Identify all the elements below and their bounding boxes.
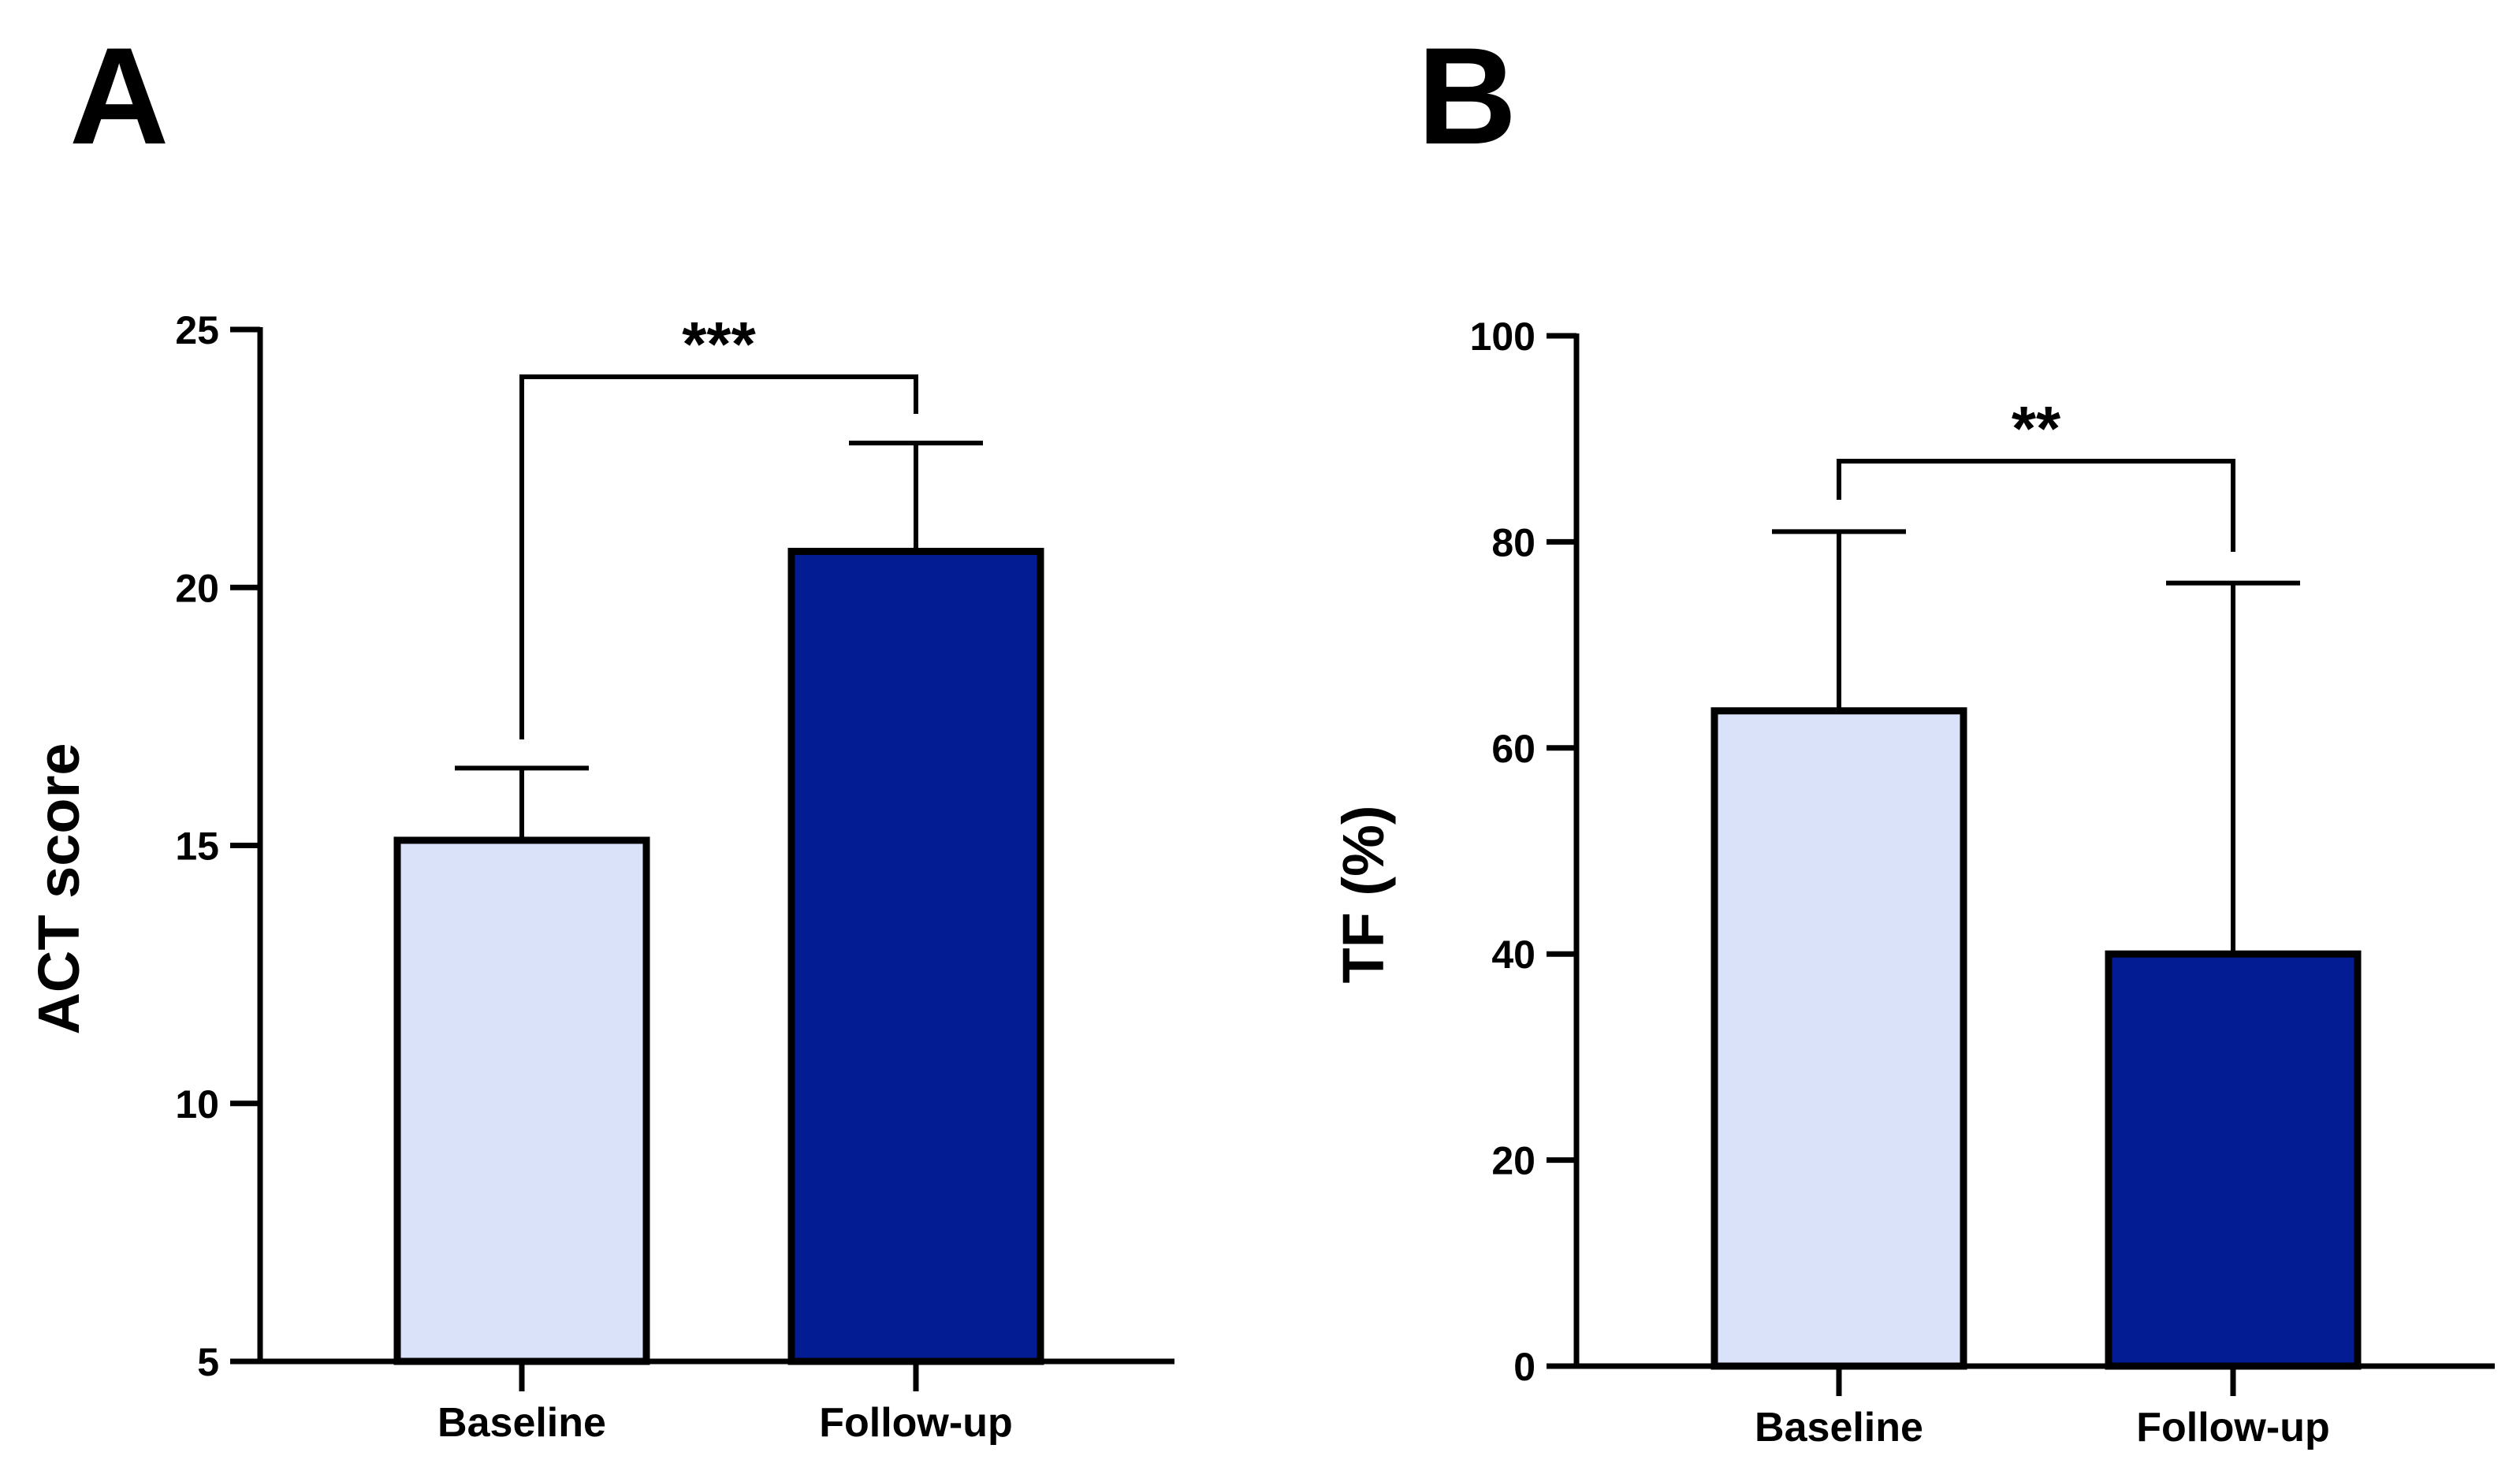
y-tick-label: 25 bbox=[175, 308, 219, 352]
significance-label: ** bbox=[2012, 393, 2061, 464]
bar-follow-up bbox=[2105, 950, 2362, 1370]
x-tick-label: Baseline bbox=[437, 1400, 606, 1446]
y-tick-label: 80 bbox=[1491, 520, 1535, 564]
y-tick-label: 40 bbox=[1491, 933, 1535, 977]
significance-bracket bbox=[519, 374, 918, 739]
y-axis-title: ACT score bbox=[26, 743, 91, 1034]
y-tick-label: 20 bbox=[1491, 1139, 1535, 1183]
y-tick-label: 15 bbox=[175, 825, 219, 869]
bar-baseline bbox=[1710, 707, 1967, 1370]
panel-letter: A bbox=[69, 20, 169, 173]
panel-letter: B bbox=[1417, 20, 1517, 173]
x-tick-label: Baseline bbox=[1755, 1405, 1923, 1450]
panel-a: A 5 10 15 20 25 Baseline Follow-up ACT score *** bbox=[26, 20, 1174, 1446]
y-tick-label: 0 bbox=[1513, 1345, 1535, 1389]
panel-b: B 0 20 40 60 80 100 Baseline Follow-up TF (%) ** bbox=[1331, 20, 2495, 1450]
y-tick-label: 10 bbox=[175, 1082, 219, 1126]
y-tick-label: 20 bbox=[175, 566, 219, 610]
x-tick-label: Follow-up bbox=[2136, 1405, 2329, 1450]
y-tick-label: 100 bbox=[1470, 315, 1535, 359]
x-tick-label: Follow-up bbox=[819, 1400, 1012, 1446]
significance-label: *** bbox=[682, 309, 756, 379]
significance-bracket bbox=[1837, 459, 2235, 552]
bar-baseline bbox=[393, 836, 650, 1365]
y-tick-label: 60 bbox=[1491, 727, 1535, 771]
y-axis-title: TF (%) bbox=[1331, 805, 1396, 983]
bar-follow-up bbox=[787, 547, 1044, 1365]
y-tick-label: 5 bbox=[197, 1340, 219, 1384]
